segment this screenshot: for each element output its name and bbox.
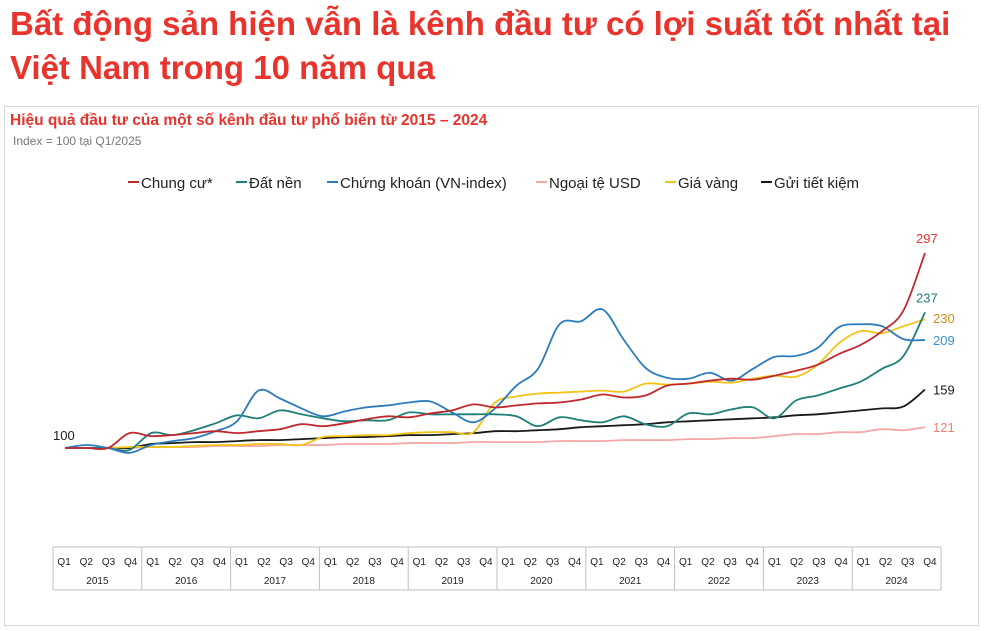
- x-tick-label: Q2: [346, 557, 360, 568]
- x-tick-label: Q2: [879, 557, 893, 568]
- headline: Bất động sản hiện vẫn là kênh đầu tư có …: [10, 5, 951, 86]
- x-tick-label: Q1: [857, 557, 871, 568]
- series-line-0: [65, 252, 926, 450]
- x-tick-label: Q1: [57, 557, 71, 568]
- x-tick-label: Q3: [546, 557, 560, 568]
- legend-item-5: Gửi tiết kiệm: [761, 175, 859, 192]
- x-tick-label: Q3: [368, 557, 382, 568]
- x-tick-label: Q1: [679, 557, 693, 568]
- x-tick-label: Q3: [191, 557, 205, 568]
- x-year-label: 2021: [619, 576, 642, 587]
- chart-title: Hiệu quả đầu tư của một số kênh đầu tư p…: [10, 112, 488, 129]
- x-tick-label: Q3: [723, 557, 737, 568]
- x-tick-label: Q4: [923, 557, 937, 568]
- x-tick-label: Q4: [568, 557, 582, 568]
- x-year-label: 2017: [264, 576, 287, 587]
- x-year-label: 2024: [885, 576, 908, 587]
- x-tick-label: Q2: [168, 557, 182, 568]
- x-tick-label: Q4: [390, 557, 404, 568]
- x-tick-label: Q3: [102, 557, 116, 568]
- x-year-label: 2019: [441, 576, 464, 587]
- x-tick-label: Q4: [479, 557, 493, 568]
- legend-item-3: Ngoại tệ USD: [536, 175, 641, 192]
- end-value-label-5: 159: [933, 383, 955, 398]
- x-tick-label: Q3: [812, 557, 826, 568]
- series-end-labels: 100 297 237 209 121 230 159: [53, 231, 955, 443]
- legend-label: Ngoại tệ USD: [549, 175, 641, 192]
- x-tick-label: Q2: [524, 557, 538, 568]
- x-tick-label: Q4: [657, 557, 671, 568]
- series-line-2: [64, 308, 926, 454]
- legend-item-4: Giá vàng: [665, 175, 738, 192]
- x-tick-label: Q1: [324, 557, 338, 568]
- x-year-label: 2015: [86, 576, 109, 587]
- x-axis: Q1 Q2 Q3 Q4 2015 Q1 Q2 Q3 Q4 2016 Q1 Q2 Q3 Q4 2017 Q1 Q2…: [52, 546, 942, 591]
- x-tick-label: Q2: [257, 557, 271, 568]
- x-tick-label: Q4: [302, 557, 316, 568]
- x-year-label: 2023: [797, 576, 820, 587]
- series-line-4: [65, 318, 926, 449]
- chart-legend: Chung cư* Đất nền Chứng khoán (VN-index) Ng…: [128, 175, 859, 192]
- x-tick-label: Q1: [501, 557, 515, 568]
- x-tick-label: Q4: [213, 557, 227, 568]
- end-value-label-3: 121: [933, 420, 955, 435]
- end-value-label-1: 237: [916, 290, 938, 305]
- x-tick-label: Q2: [612, 557, 626, 568]
- legend-label: Gửi tiết kiệm: [774, 175, 859, 192]
- legend-label: Đất nền: [249, 175, 302, 192]
- start-value-label: 100: [53, 428, 75, 443]
- series-line-3: [65, 426, 926, 449]
- end-value-label-0: 297: [916, 231, 938, 246]
- x-year-label: 2020: [530, 576, 553, 587]
- x-tick-label: Q2: [701, 557, 715, 568]
- x-tick-label: Q1: [413, 557, 427, 568]
- series-line-1: [65, 311, 926, 452]
- legend-label: Giá vàng: [678, 175, 738, 192]
- x-tick-label: Q3: [901, 557, 915, 568]
- x-tick-label: Q2: [790, 557, 804, 568]
- x-tick-label: Q1: [235, 557, 249, 568]
- x-tick-label: Q3: [457, 557, 471, 568]
- x-tick-label: Q2: [80, 557, 94, 568]
- x-tick-label: Q1: [768, 557, 782, 568]
- legend-item-1: Đất nền: [236, 175, 302, 192]
- series-line-5: [65, 388, 926, 450]
- legend-label: Chung cư*: [141, 175, 213, 192]
- chart-subtitle: Index = 100 tại Q1/2025: [13, 134, 142, 148]
- x-tick-label: Q4: [124, 557, 138, 568]
- x-tick-label: Q3: [279, 557, 293, 568]
- x-tick-label: Q1: [146, 557, 160, 568]
- x-tick-label: Q3: [635, 557, 649, 568]
- end-value-label-4: 230: [933, 311, 955, 326]
- x-year-label: 2018: [353, 576, 376, 587]
- x-tick-label: Q4: [746, 557, 760, 568]
- legend-item-2: Chứng khoán (VN-index): [327, 175, 507, 192]
- series-lines: [64, 252, 926, 454]
- x-year-label: 2016: [175, 576, 198, 587]
- end-value-label-2: 209: [933, 333, 955, 348]
- legend-label: Chứng khoán (VN-index): [340, 175, 507, 192]
- x-year-label: 2022: [708, 576, 731, 587]
- legend-item-0: Chung cư*: [128, 175, 213, 192]
- x-tick-label: Q2: [435, 557, 449, 568]
- x-tick-label: Q4: [834, 557, 848, 568]
- x-tick-label: Q1: [590, 557, 604, 568]
